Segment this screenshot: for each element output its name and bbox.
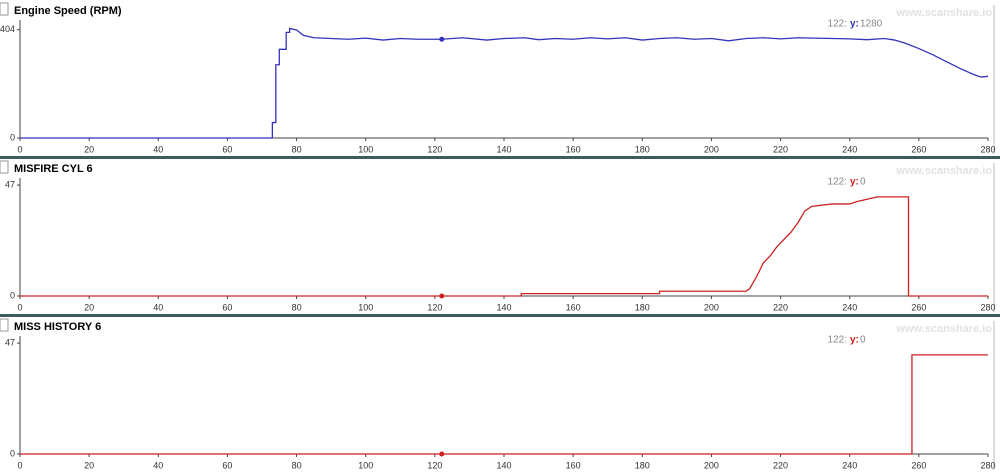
hover-x: 122:: [828, 335, 847, 346]
x-tick-label: 80: [292, 302, 302, 312]
hover-x: 122:: [828, 177, 847, 188]
x-tick-label: 200: [704, 460, 719, 470]
x-tick-label: 80: [292, 144, 302, 154]
panel-background: [0, 158, 1000, 315]
x-tick-label: 40: [153, 460, 163, 470]
panel-toggle: [0, 2, 9, 16]
panel-toggle: [0, 160, 9, 174]
x-tick-label: 220: [773, 302, 788, 312]
x-tick-label: 180: [635, 302, 650, 312]
hover-marker: [439, 451, 445, 457]
x-tick-label: 180: [635, 460, 650, 470]
x-tick-label: 280: [980, 144, 995, 154]
x-tick-label: 100: [358, 144, 373, 154]
x-tick-label: 40: [153, 302, 163, 312]
x-tick-label: 160: [566, 460, 581, 470]
x-tick-label: 60: [222, 302, 232, 312]
x-tick-label: 100: [358, 460, 373, 470]
x-tick-label: 260: [911, 144, 926, 154]
x-tick-label: 120: [427, 302, 442, 312]
x-tick-label: 80: [292, 460, 302, 470]
x-tick-label: 100: [358, 302, 373, 312]
x-tick-label: 40: [153, 144, 163, 154]
x-tick-label: 60: [222, 460, 232, 470]
y-tick-label: 0: [10, 290, 15, 300]
x-tick-label: 140: [496, 302, 511, 312]
x-tick-label: 240: [842, 144, 857, 154]
data-line: [20, 27, 989, 139]
hover-y: 0: [860, 335, 866, 346]
data-line: [20, 354, 988, 455]
panel-separator: [0, 314, 1000, 317]
x-tick-label: 220: [773, 144, 788, 154]
panel-toggle: [0, 318, 9, 332]
watermark: www.scanshare.io: [895, 323, 992, 335]
hover-y-name: y:: [850, 335, 859, 346]
x-tick-label: 160: [566, 302, 581, 312]
hover-x: 122:: [828, 19, 847, 30]
x-tick-label: 200: [704, 144, 719, 154]
panel-background: [0, 316, 1000, 473]
x-tick-label: 0: [17, 302, 22, 312]
x-tick-label: 280: [980, 460, 995, 470]
hover-marker: [439, 293, 445, 299]
watermark: www.scanshare.io: [895, 165, 992, 177]
x-tick-label: 240: [842, 460, 857, 470]
panel-background: [0, 0, 1000, 157]
x-tick-label: 20: [84, 460, 94, 470]
panel-separator: [0, 156, 1000, 159]
hover-y-name: y:: [850, 19, 859, 30]
x-tick-label: 260: [911, 302, 926, 312]
y-tick-label: 0: [10, 448, 15, 458]
y-tick-label: 1404: [0, 24, 15, 34]
x-tick-label: 200: [704, 302, 719, 312]
data-line: [20, 196, 988, 297]
y-tick-label: 47: [5, 179, 15, 189]
chart-panel: Engine Speed (RPM)www.scanshare.io014040…: [0, 0, 1000, 157]
x-tick-label: 260: [911, 460, 926, 470]
x-tick-label: 20: [84, 302, 94, 312]
x-tick-label: 280: [980, 302, 995, 312]
x-tick-label: 140: [496, 460, 511, 470]
chart-panel: MISS HISTORY 6 www.scanshare.io 0 47 0 20 40 60…: [0, 314, 1000, 473]
x-tick-label: 240: [842, 302, 857, 312]
hover-y: 1280: [860, 19, 883, 30]
x-tick-label: 160: [566, 144, 581, 154]
x-tick-label: 20: [84, 144, 94, 154]
x-tick-label: 60: [222, 144, 232, 154]
x-tick-label: 140: [496, 144, 511, 154]
hover-marker: [439, 36, 445, 42]
chart-title: Engine Speed (RPM): [14, 5, 122, 17]
x-tick-label: 120: [427, 460, 442, 470]
watermark: www.scanshare.io: [895, 7, 992, 19]
y-tick-label: 0: [10, 132, 15, 142]
x-tick-label: 220: [773, 460, 788, 470]
chart-title: MISFIRE CYL 6: [14, 163, 93, 175]
x-tick-label: 0: [17, 144, 22, 154]
x-tick-label: 0: [17, 460, 22, 470]
x-tick-label: 120: [427, 144, 442, 154]
hover-y-name: y:: [850, 177, 859, 188]
y-tick-label: 47: [5, 337, 15, 347]
x-tick-label: 180: [635, 144, 650, 154]
chart-panel: MISFIRE CYL 6 www.scanshare.io 0 47 0 20 40 60 8…: [0, 156, 1000, 315]
chart-title: MISS HISTORY 6: [14, 321, 101, 333]
hover-y: 0: [860, 177, 866, 188]
